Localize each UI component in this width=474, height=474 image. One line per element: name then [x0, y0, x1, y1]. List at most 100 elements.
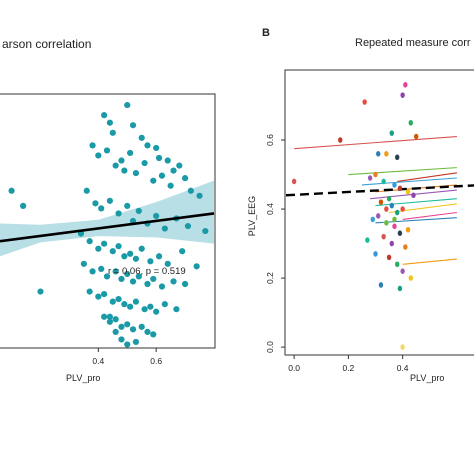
- data-point: [413, 133, 419, 140]
- data-point: [115, 210, 122, 217]
- data-point: [129, 326, 137, 333]
- data-point: [167, 182, 174, 189]
- data-point: [395, 154, 400, 161]
- data-point: [386, 254, 392, 261]
- y-tick-label: 0.0: [265, 341, 275, 353]
- data-point: [115, 296, 122, 303]
- data-point: [408, 119, 413, 126]
- data-point: [144, 142, 151, 149]
- data-point: [115, 243, 122, 250]
- data-point: [132, 170, 140, 177]
- data-point: [101, 112, 108, 119]
- panel-b-ylabel: PLV_EEG: [247, 196, 257, 236]
- data-point: [80, 260, 87, 267]
- data-point: [127, 149, 134, 157]
- subject-fit-line: [348, 167, 457, 176]
- data-point: [98, 265, 105, 272]
- data-point: [150, 275, 157, 283]
- x-tick-label: 0.6: [150, 356, 162, 366]
- panel-a-fit-line: [0, 212, 215, 243]
- data-point: [384, 151, 389, 157]
- x-tick-label: 0.4: [397, 363, 409, 373]
- panel-b-subject-lines: [294, 136, 457, 265]
- subject-fit-line: [397, 172, 457, 182]
- panel-b-title: Repeated measure corr: [355, 37, 471, 49]
- data-point: [127, 303, 134, 310]
- data-point: [389, 130, 394, 136]
- data-point: [135, 207, 142, 215]
- data-point: [173, 306, 180, 313]
- data-point: [202, 227, 209, 235]
- data-point: [381, 178, 386, 185]
- panel-a-title: arson correlation: [2, 37, 91, 51]
- data-point: [378, 199, 384, 205]
- subject-fit-line: [402, 258, 457, 265]
- data-point: [196, 192, 203, 199]
- data-point: [386, 195, 392, 202]
- panel-b-xlabel: PLV_pro: [410, 373, 444, 383]
- data-point: [400, 92, 405, 98]
- data-point: [376, 213, 381, 219]
- data-point: [408, 275, 413, 281]
- data-point: [118, 336, 125, 343]
- data-point: [181, 280, 189, 288]
- data-point: [95, 152, 102, 159]
- panel-a-points: [8, 101, 209, 348]
- data-point: [112, 162, 119, 169]
- data-point: [376, 151, 381, 157]
- panel-a-confidence-band: [0, 180, 214, 257]
- data-point: [95, 293, 102, 300]
- data-point: [403, 244, 408, 250]
- data-point: [86, 288, 93, 295]
- data-point: [395, 261, 400, 268]
- data-point: [138, 134, 145, 141]
- data-point: [121, 301, 128, 308]
- panel-b-letter: B: [262, 27, 270, 39]
- x-tick-label: 0.0: [288, 363, 300, 373]
- panel-b-overall-fit: [285, 184, 474, 197]
- data-point: [86, 238, 93, 245]
- x-tick-label: 0.2: [342, 363, 354, 373]
- panel-b-points: [291, 82, 419, 350]
- data-point: [103, 147, 111, 154]
- panel-b-plot-frame: [284, 69, 474, 356]
- subject-fit-line: [294, 136, 457, 150]
- y-tick-label: 0.4: [265, 203, 275, 215]
- data-point: [150, 177, 157, 184]
- data-point: [118, 323, 125, 330]
- regression-line: [0, 212, 215, 243]
- panel-a-xlabel: PLV_pro: [66, 373, 100, 383]
- data-point: [129, 122, 137, 129]
- data-point: [378, 282, 384, 288]
- data-point: [121, 167, 128, 174]
- data-point: [101, 240, 108, 247]
- data-point: [103, 273, 111, 280]
- data-point: [109, 248, 116, 255]
- data-point: [176, 162, 183, 169]
- data-point: [138, 245, 145, 252]
- data-point: [397, 230, 403, 237]
- data-point: [138, 323, 145, 330]
- panel-a-stats-annotation: r = 0.06, p = 0.519: [108, 266, 186, 277]
- data-point: [8, 187, 15, 194]
- data-point: [291, 178, 297, 185]
- data-point: [129, 278, 137, 285]
- subject-fit-line: [375, 217, 457, 224]
- data-point: [397, 185, 403, 192]
- data-point: [400, 268, 405, 274]
- data-point: [112, 328, 119, 335]
- data-point: [155, 154, 163, 162]
- overall-fit-line: [285, 184, 474, 197]
- y-tick-label: 0.6: [265, 134, 275, 146]
- data-point: [164, 157, 171, 164]
- data-point: [132, 298, 140, 305]
- data-point: [141, 306, 148, 313]
- data-point: [158, 283, 166, 290]
- data-point: [83, 187, 90, 194]
- data-point: [170, 167, 177, 174]
- data-point: [132, 338, 140, 346]
- panel-b-x-axis: 0.0 0.2 0.4: [288, 355, 409, 373]
- data-point: [112, 316, 119, 323]
- data-point: [106, 313, 113, 320]
